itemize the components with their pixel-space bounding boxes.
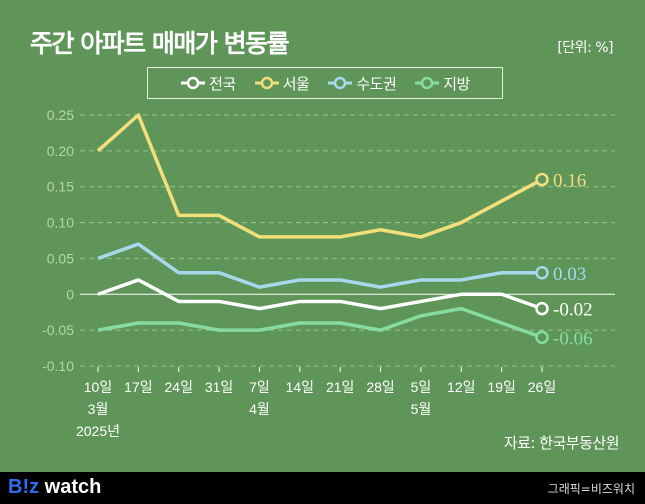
y-tick-label: 0.10 [47,215,74,231]
end-point-marker [535,266,549,280]
x-tick-label: 19일 [487,379,515,395]
year-label: 2025년 [76,423,120,439]
x-tick-label: 21일 [326,379,354,395]
x-tick-label: 28일 [366,379,394,395]
series-line-지방 [97,306,543,339]
y-tick-label: 0.05 [47,250,74,266]
legend-item: 서울 [254,73,310,94]
x-tick-label: 10일 [84,379,112,395]
end-value-label: 0.16 [553,171,586,192]
legend-item: 수도권 [327,73,397,94]
x-tick-label: 7일 [249,379,270,395]
x-tick-label: 17일 [124,379,152,395]
legend-label: 수도권 [356,74,397,93]
legend-label: 서울 [282,74,310,93]
end-value-label: 0.03 [553,264,586,285]
unit-label: [단위: %] [557,40,613,56]
graphic-credit: 그래픽=비즈워치 [547,482,635,496]
legend: 전국 서울 수도권 지방 [147,67,503,99]
x-tick-label: 5일 [411,379,432,395]
y-tick-label: 0.20 [47,143,74,159]
y-tick-label: 0.15 [47,179,74,195]
legend-marker-icon [328,76,353,90]
series-line-전국 [97,278,543,311]
x-tick-label: 26일 [528,379,556,395]
source-label: 자료: 한국부동산원 [503,434,620,452]
legend-item: 지방 [414,73,470,94]
line-chart: 0.25 0.20 0.15 0.10 0.05 0 -0.05 -0.10 10일 17일 24일… [42,107,615,439]
month-label: 5월 [411,401,432,417]
legend-label: 전국 [209,74,236,93]
month-label: 4월 [249,401,270,417]
legend-label: 지방 [443,74,470,93]
end-point-marker [535,301,549,316]
series-line-수도권 [97,242,542,289]
x-tick-label: 12일 [447,379,475,395]
bizwatch-logo: B!z watch [8,476,102,498]
end-value-label: -0.02 [553,300,593,321]
y-tick-label: 0.25 [47,107,74,123]
end-value-label: -0.06 [553,328,593,349]
legend-marker-icon [254,76,279,90]
end-point-marker [535,172,549,187]
x-tick-label: 14일 [286,379,314,395]
legend-marker-icon [181,76,206,90]
end-point-marker [535,330,549,345]
y-tick-label: 0 [66,286,74,302]
x-tick-label: 24일 [165,379,193,395]
legend-marker-icon [415,76,440,90]
legend-item: 전국 [180,73,236,94]
y-tick-label: -0.10 [42,358,74,374]
month-label: 3월 [88,401,109,417]
x-tick-label: 31일 [205,379,233,395]
chart-title: 주간 아파트 매매가 변동률 [30,29,290,58]
series-line-서울 [96,113,543,239]
footer: B!z watch 그래픽=비즈워치 [0,472,645,504]
y-tick-label: -0.05 [42,322,74,338]
